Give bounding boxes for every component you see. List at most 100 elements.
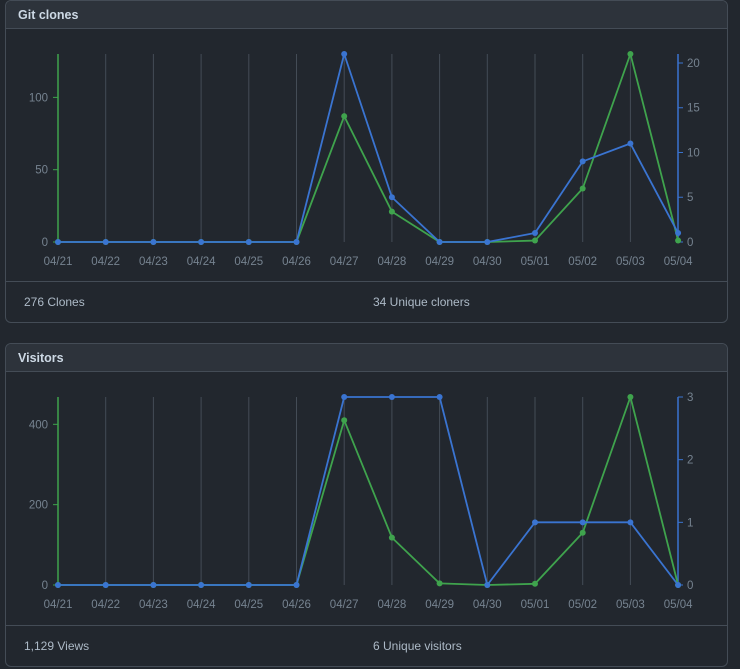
x-tick-label: 04/21: [44, 256, 73, 268]
x-tick-label: 04/25: [234, 256, 263, 268]
series-line-right: [58, 53, 679, 243]
x-tick-label: 04/23: [139, 256, 168, 268]
x-tick-label: 04/28: [378, 256, 407, 268]
left-tick-label: 50: [35, 165, 48, 177]
x-tick-label: 04/27: [330, 599, 359, 611]
clones-panel-header: Git clones: [6, 1, 727, 29]
x-tick-label: 05/01: [521, 256, 550, 268]
x-tick-label: 04/24: [187, 599, 216, 611]
data-point-right: [627, 140, 634, 147]
right-tick-label: 20: [687, 58, 700, 70]
x-tick-label: 04/24: [187, 256, 216, 268]
data-point-right: [293, 582, 300, 588]
data-point-right: [675, 582, 682, 588]
data-point-right: [55, 582, 61, 588]
data-point-left: [532, 580, 538, 587]
clones-chart-area: 0 50 100 0 5 10 15 20 04/21 04/22 04/23 04/24 04/25 0…: [6, 29, 727, 279]
x-tick-label: 04/26: [282, 599, 311, 611]
x-tick-label: 04/23: [139, 599, 168, 611]
data-point-right: [675, 230, 682, 237]
right-tick-label: 15: [687, 103, 700, 115]
x-tick-label: 04/30: [473, 256, 502, 268]
data-point-right: [55, 239, 61, 245]
data-point-right: [102, 239, 109, 245]
right-tick-label: 1: [687, 517, 693, 529]
data-point-left: [627, 51, 634, 57]
data-point-right: [579, 158, 586, 165]
data-point-right: [150, 239, 157, 245]
data-point-right: [436, 394, 443, 400]
x-tick-label: 05/02: [568, 599, 597, 611]
data-point-right: [532, 230, 538, 237]
left-tick-label: 0: [42, 580, 48, 592]
data-point-right: [532, 519, 538, 526]
x-tick-label: 04/29: [425, 256, 454, 268]
visitors-chart: 0 200 400 0 1 2 3 04/21 04/22 04/23 04/24 04/25 04/2…: [29, 392, 694, 611]
data-point-left: [341, 113, 348, 120]
visitors-chart-area: 0 200 400 0 1 2 3 04/21 04/22 04/23 04/24 04/25 04/2…: [6, 372, 727, 622]
data-point-right: [436, 239, 443, 245]
left-tick-label: 400: [29, 419, 48, 431]
left-tick-label: 100: [29, 92, 48, 104]
x-tick-label: 04/27: [330, 256, 359, 268]
x-tick-label: 05/01: [521, 599, 550, 611]
data-point-right: [102, 582, 109, 588]
data-point-right: [388, 394, 395, 400]
data-point-right: [245, 239, 252, 245]
data-point-right: [198, 239, 205, 245]
data-point-left: [532, 237, 538, 244]
data-point-left: [388, 534, 395, 541]
clones-panel-title: Git clones: [18, 7, 79, 22]
data-point-right: [579, 519, 586, 526]
unique-visitors: 6 Unique visitors: [373, 639, 462, 653]
data-point-left: [627, 394, 634, 400]
data-point-left: [579, 529, 586, 536]
x-tick-label: 04/26: [282, 256, 311, 268]
left-tick-label: 200: [29, 500, 48, 512]
visitors-panel: Visitors 0 200 400 0 1 2 3 04/21 04/22 04/23 04/24…: [5, 343, 728, 667]
series-line-left: [58, 53, 679, 243]
data-point-left: [388, 208, 395, 215]
data-point-right: [198, 582, 205, 588]
x-tick-label: 05/04: [664, 599, 693, 611]
right-tick-label: 3: [687, 392, 693, 404]
x-tick-label: 05/03: [616, 256, 645, 268]
data-point-right: [341, 394, 348, 400]
data-point-right: [245, 582, 252, 588]
clones-footer: 276 Clones 34 Unique cloners: [6, 281, 727, 322]
visitors-total: 1,129 Views: [24, 639, 90, 653]
visitors-panel-header: Visitors: [6, 344, 727, 372]
data-point-right: [150, 582, 157, 588]
x-tick-label: 04/22: [91, 256, 120, 268]
data-point-right: [484, 239, 491, 245]
clones-panel: Git clones 0 50 100 0 5 10 15 20 04/21 04/22 04/23…: [5, 0, 728, 323]
data-point-left: [436, 580, 443, 587]
unique-cloners: 34 Unique cloners: [373, 295, 470, 309]
data-point-left: [341, 417, 348, 424]
right-tick-label: 0: [687, 580, 693, 592]
right-tick-label: 0: [687, 237, 693, 249]
x-tick-label: 04/28: [378, 599, 407, 611]
series-line-left: [58, 396, 679, 586]
right-tick-label: 2: [687, 455, 693, 467]
x-tick-label: 04/30: [473, 599, 502, 611]
data-point-right: [484, 582, 491, 588]
right-tick-label: 5: [687, 192, 693, 204]
data-point-left: [579, 185, 586, 192]
x-tick-label: 04/22: [91, 599, 120, 611]
data-point-right: [341, 51, 348, 57]
data-point-right: [388, 194, 395, 201]
x-tick-label: 04/29: [425, 599, 454, 611]
x-tick-label: 04/25: [234, 599, 263, 611]
visitors-panel-title: Visitors: [18, 350, 64, 365]
data-point-left: [675, 237, 682, 244]
series-line-right: [58, 396, 679, 586]
clones-total: 276 Clones: [24, 295, 85, 309]
clones-chart: 0 50 100 0 5 10 15 20 04/21 04/22 04/23 04/24 04/25 0…: [29, 51, 700, 268]
x-tick-label: 05/02: [568, 256, 597, 268]
data-point-right: [627, 519, 634, 526]
x-tick-label: 05/04: [664, 256, 693, 268]
x-tick-label: 04/21: [44, 599, 73, 611]
right-tick-label: 10: [687, 147, 700, 159]
left-tick-label: 0: [42, 237, 48, 249]
